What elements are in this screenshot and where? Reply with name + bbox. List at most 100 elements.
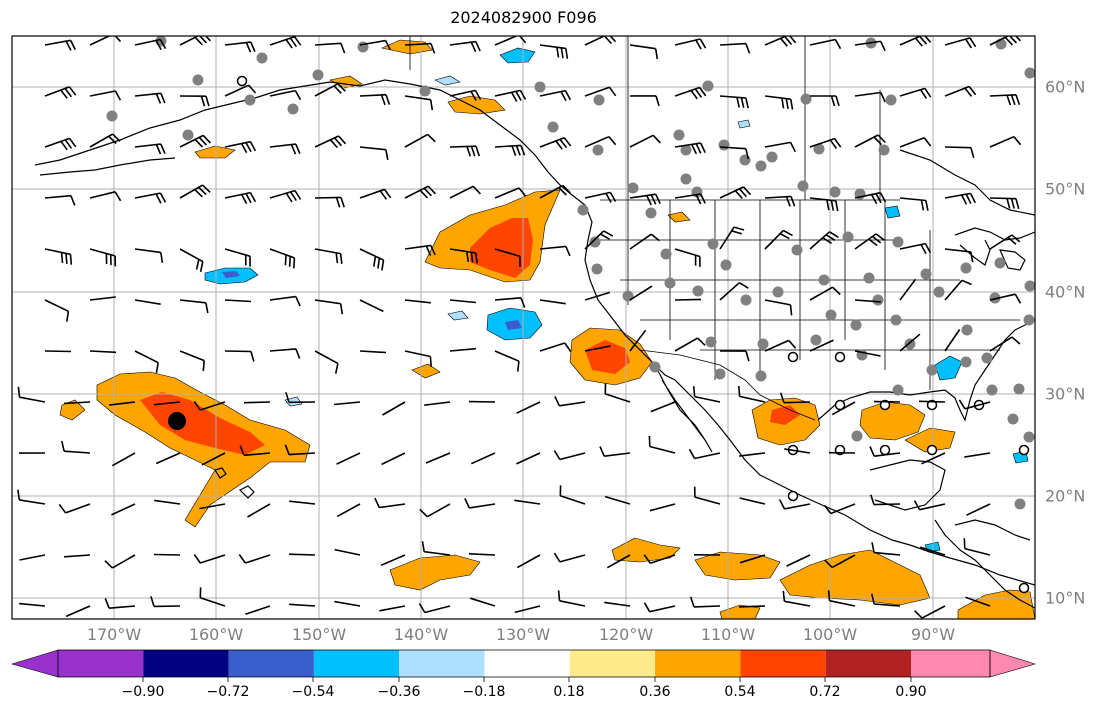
wind-barb bbox=[854, 134, 886, 148]
wind-barb bbox=[44, 137, 77, 151]
wind-barb bbox=[134, 38, 167, 50]
anomaly-core-north-pacific bbox=[470, 218, 533, 278]
wind-barb bbox=[494, 144, 526, 156]
wind-barb bbox=[44, 86, 77, 99]
wind-barb bbox=[382, 401, 406, 416]
wind-barb bbox=[854, 91, 886, 103]
wind-barb bbox=[334, 401, 361, 406]
lon-label-170w: 170°W bbox=[86, 625, 142, 644]
wind-barb bbox=[810, 95, 840, 107]
wind-barb bbox=[989, 234, 1021, 250]
neg-anomaly-pacific-2-core bbox=[505, 320, 522, 330]
wind-barb bbox=[824, 554, 856, 569]
wind-barb bbox=[966, 503, 991, 516]
lat-label-30n: 30°N bbox=[1045, 384, 1086, 404]
wind-barb bbox=[193, 400, 226, 411]
wind-barb bbox=[269, 248, 296, 269]
positive-anomaly-fields bbox=[59, 39, 1035, 619]
wind-barb bbox=[134, 192, 167, 204]
wind-barb bbox=[109, 401, 136, 406]
neg-anomaly-north-2 bbox=[434, 75, 461, 86]
wind-barb bbox=[359, 39, 392, 51]
wind-barb bbox=[809, 286, 841, 301]
wind-barb bbox=[269, 189, 302, 203]
wind-barb bbox=[199, 587, 226, 607]
wind-barb bbox=[989, 135, 1022, 148]
wind-barb bbox=[539, 89, 572, 102]
wind-barb bbox=[871, 593, 901, 607]
wind-barb bbox=[288, 553, 316, 556]
wind-barb bbox=[104, 598, 136, 609]
wind-barb bbox=[44, 194, 76, 206]
wind-barb bbox=[516, 554, 541, 569]
lat-label-50n: 50°N bbox=[1045, 179, 1086, 199]
wind-barb bbox=[854, 40, 886, 52]
wind-barb bbox=[964, 452, 991, 458]
wind-barb bbox=[674, 38, 707, 50]
wind-barb bbox=[989, 94, 1021, 106]
wind-barb bbox=[468, 553, 496, 556]
wind-barb bbox=[19, 554, 46, 561]
wind-barb bbox=[449, 40, 481, 53]
wind-barb bbox=[674, 248, 701, 267]
wind-barb bbox=[153, 553, 181, 556]
wind-barb bbox=[404, 42, 436, 54]
wind-barb bbox=[827, 590, 856, 607]
wind-barb bbox=[553, 552, 586, 563]
wind-barb bbox=[470, 452, 496, 465]
wind-barb bbox=[989, 197, 1020, 210]
lon-label-130w: 130°W bbox=[495, 625, 551, 644]
wind-barb bbox=[539, 184, 571, 199]
wind-barb bbox=[809, 231, 839, 250]
wind-barb bbox=[421, 541, 451, 556]
wind-barb bbox=[404, 185, 436, 199]
wind-barb bbox=[584, 135, 617, 148]
wind-barb bbox=[944, 248, 974, 263]
colorbar-bin-7 bbox=[569, 650, 656, 677]
wind-barb bbox=[381, 452, 406, 466]
wind-barb bbox=[44, 39, 77, 51]
wind-barb bbox=[284, 444, 316, 456]
wind-barb bbox=[359, 93, 391, 106]
wind-barb bbox=[914, 605, 946, 619]
wind-barb bbox=[778, 499, 811, 510]
wind-barb bbox=[334, 548, 361, 556]
anomaly-spot-north-3 bbox=[194, 145, 236, 159]
wind-barb bbox=[584, 345, 611, 352]
wind-barb bbox=[870, 494, 901, 506]
wind-barb bbox=[539, 44, 569, 59]
colorbar-tick-label: −0.90 bbox=[121, 684, 165, 700]
wind-barb bbox=[944, 192, 977, 205]
wind-barb bbox=[921, 452, 946, 465]
wind-barb bbox=[599, 446, 631, 457]
map-frame bbox=[11, 35, 1036, 620]
wind-barb bbox=[739, 452, 766, 457]
wind-barb bbox=[584, 36, 617, 46]
colorbar-bin-10 bbox=[825, 650, 911, 677]
wind-barb bbox=[554, 395, 586, 407]
wind-barb bbox=[239, 445, 271, 457]
wind-barb bbox=[913, 500, 946, 511]
wind-barb bbox=[134, 350, 159, 374]
wind-barb bbox=[419, 503, 451, 518]
wind-barb bbox=[134, 143, 166, 155]
wind-barb bbox=[314, 135, 347, 149]
wind-barb bbox=[674, 193, 706, 205]
anomaly-spot-small-2 bbox=[667, 211, 691, 223]
wind-barb bbox=[464, 498, 496, 509]
highlighted-station-marker bbox=[168, 412, 186, 430]
wind-barb bbox=[150, 596, 181, 608]
wind-barb bbox=[314, 248, 343, 264]
wind-barb bbox=[719, 350, 750, 362]
wind-barb bbox=[738, 605, 766, 608]
wind-barb bbox=[739, 497, 766, 505]
colorbar-tick-label: −0.18 bbox=[462, 684, 506, 700]
wind-barb bbox=[289, 603, 316, 607]
wind-barb bbox=[604, 601, 631, 607]
wind-barb bbox=[199, 503, 226, 510]
wind-barb bbox=[65, 605, 91, 618]
lon-label-120w: 120°W bbox=[598, 625, 654, 644]
wind-barb bbox=[689, 596, 721, 608]
neg-anomaly-small-4 bbox=[737, 119, 751, 129]
